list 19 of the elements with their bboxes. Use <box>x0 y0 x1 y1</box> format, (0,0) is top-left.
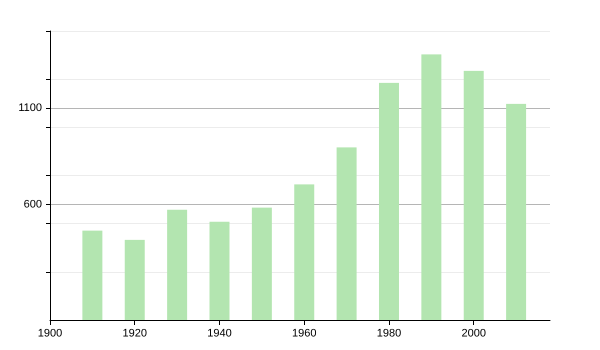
bar <box>506 104 526 320</box>
x-tick-label: 1960 <box>292 328 316 340</box>
y-tick-label: 1100 <box>18 102 42 114</box>
x-tick-label: 1940 <box>207 328 232 340</box>
bar <box>167 210 188 320</box>
bar <box>209 222 230 320</box>
x-tick-label: 1980 <box>376 328 402 340</box>
bar <box>336 147 357 320</box>
bar <box>252 208 272 320</box>
bar <box>421 54 442 320</box>
bar <box>464 70 484 320</box>
x-tick-label: 1900 <box>38 328 62 340</box>
bar <box>378 82 399 320</box>
x-tick-label: 2000 <box>461 328 486 340</box>
y-tick-label: 600 <box>24 198 42 210</box>
x-tick-label: 1920 <box>122 328 147 340</box>
bar <box>294 184 314 320</box>
bar <box>82 230 102 320</box>
bar <box>124 240 145 320</box>
